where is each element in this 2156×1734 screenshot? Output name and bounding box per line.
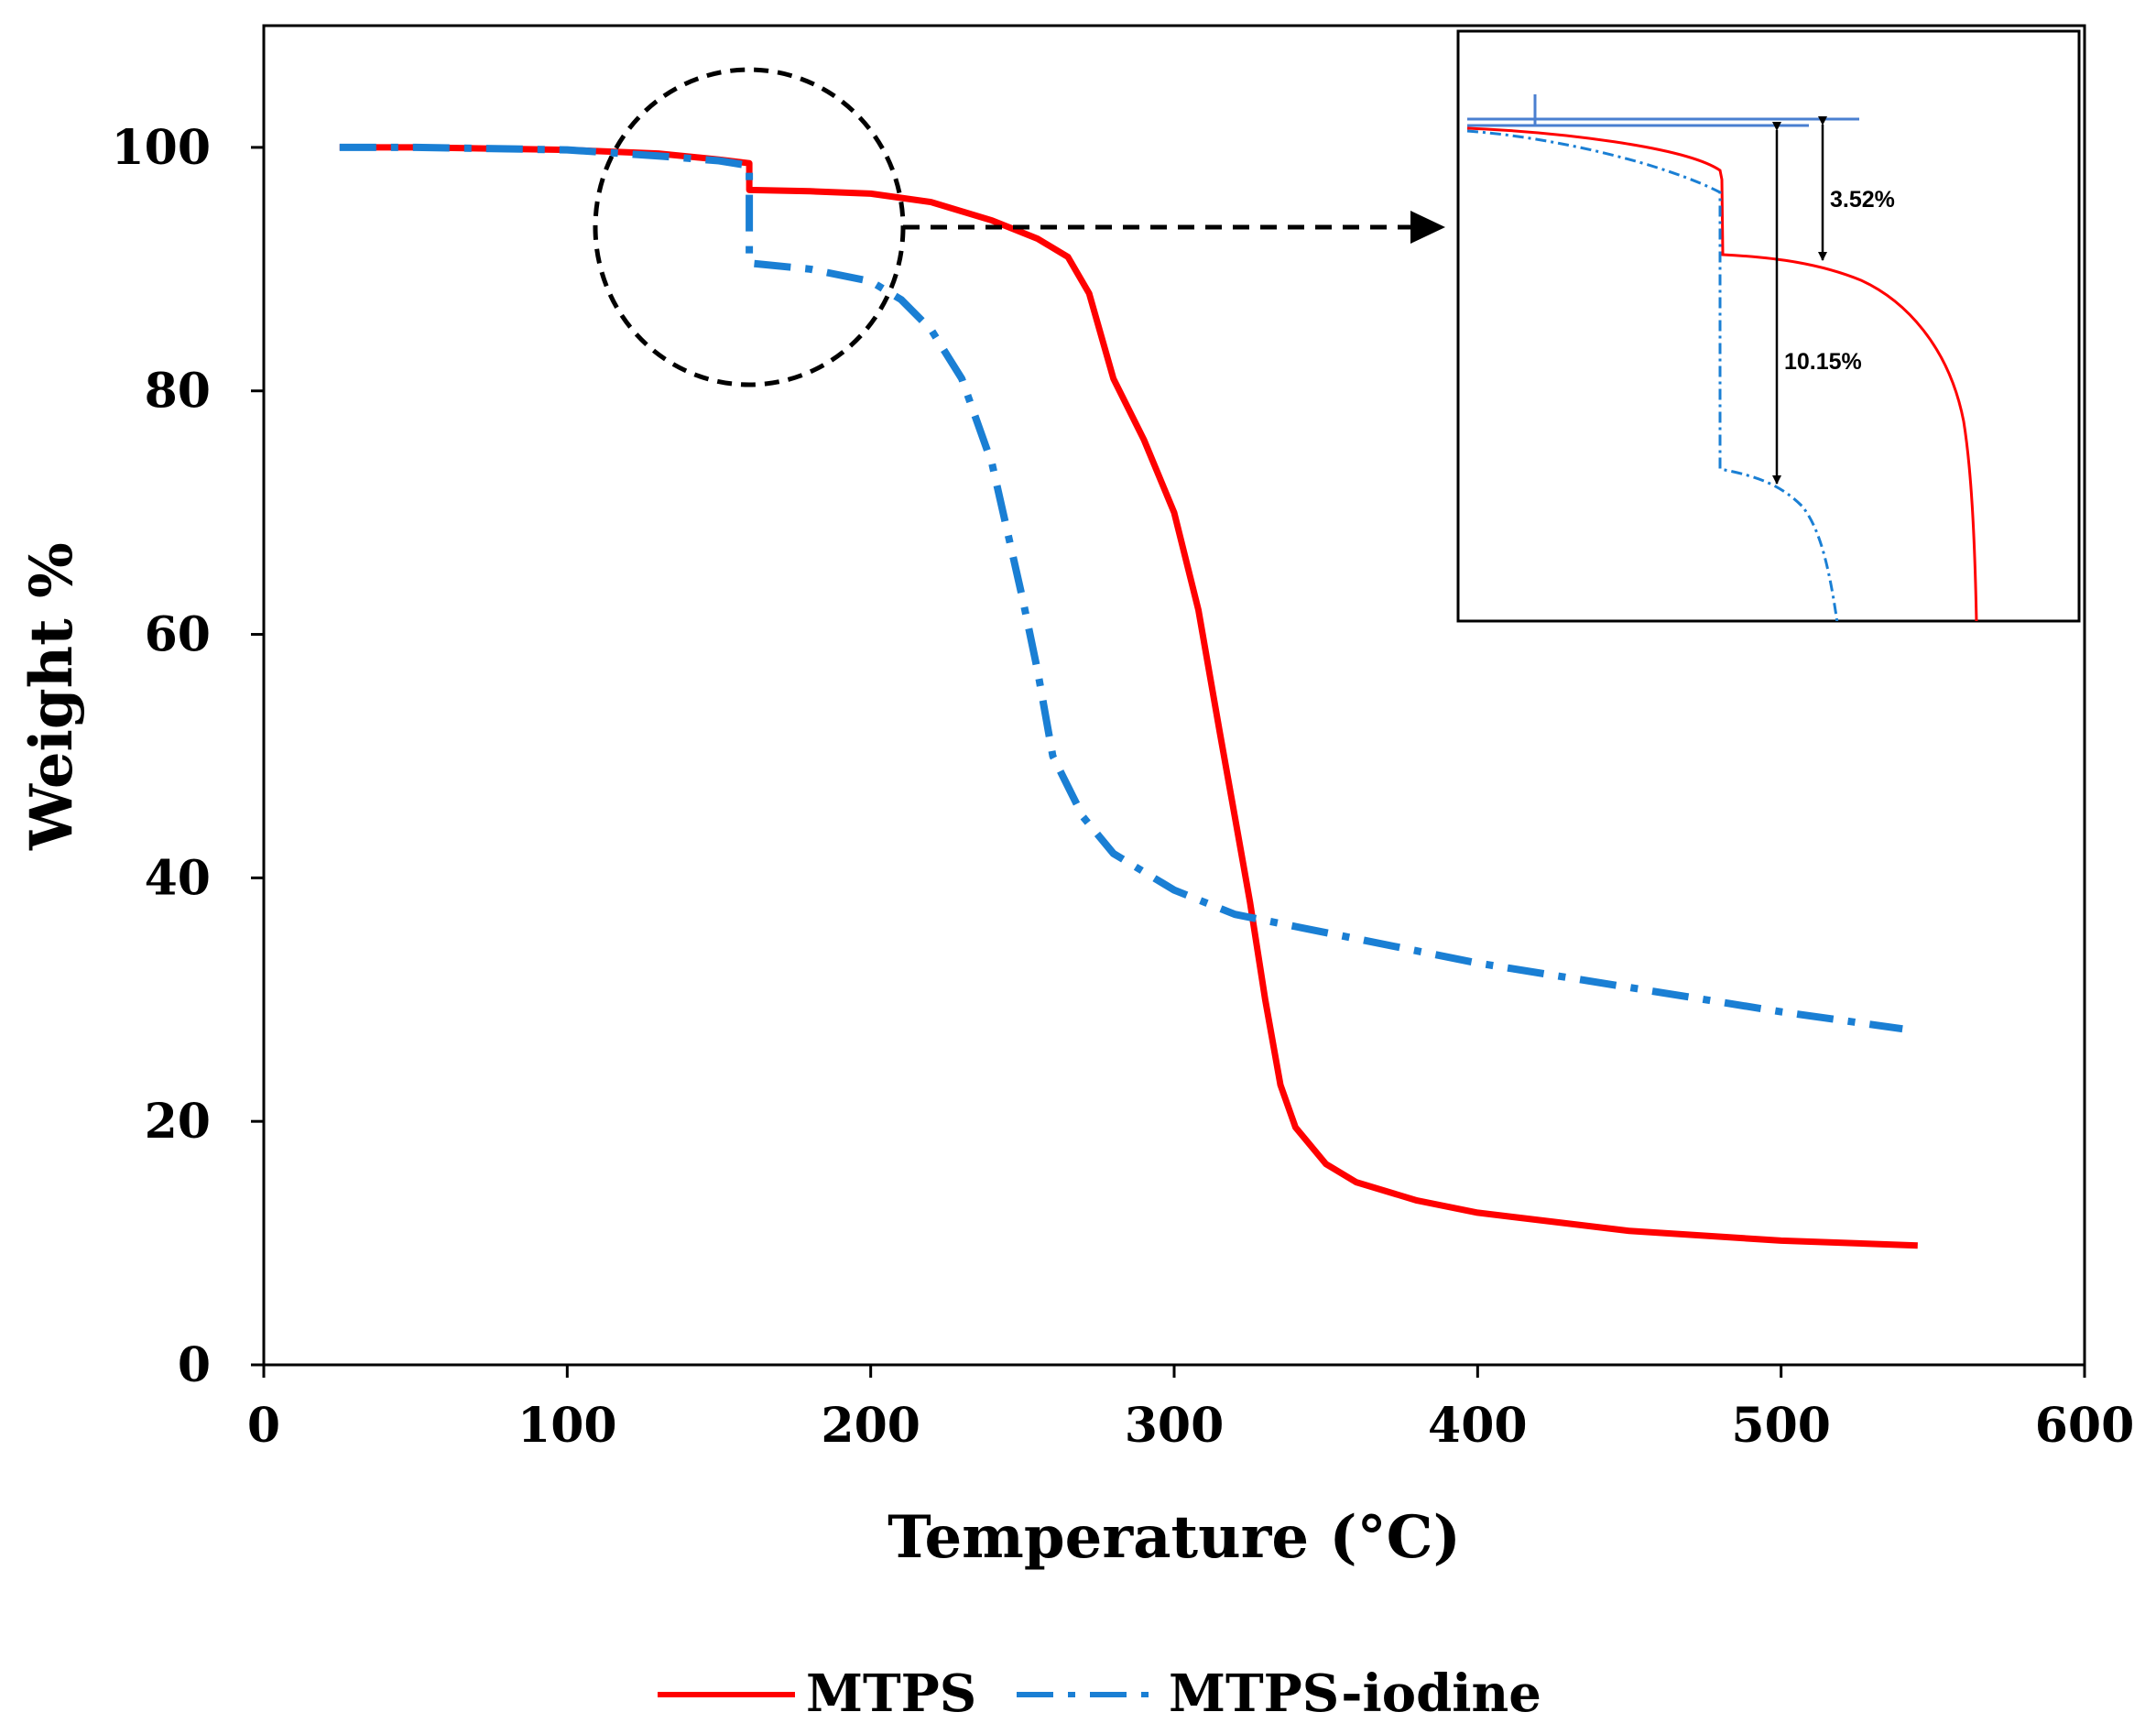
x-tick-label: 400: [1428, 1398, 1528, 1454]
inset-mtps-curve: [1466, 126, 1978, 621]
inset-label-1015: 10.15%: [1784, 349, 1862, 375]
y-tick-label: 20: [145, 1094, 211, 1150]
x-tick-label: 500: [1731, 1398, 1831, 1454]
y-axis-ticks: 0 20 40 60 80 100: [111, 120, 264, 1393]
y-tick-label: 40: [145, 850, 211, 906]
y-tick-label: 60: [145, 607, 211, 663]
y-tick-label: 80: [145, 364, 211, 420]
y-tick-label: 0: [178, 1337, 211, 1393]
inset-mtps-iodine-curve: [1466, 129, 1839, 621]
inset-frame: [1456, 29, 2081, 623]
x-tick-label: 300: [1125, 1398, 1225, 1454]
x-tick-label: 100: [517, 1398, 617, 1454]
mtps-series-line: [339, 144, 1918, 1249]
x-tick-label: 600: [2035, 1398, 2135, 1454]
legend: MTPS MTPS-iodine: [658, 1663, 1541, 1724]
x-tick-label: 200: [821, 1398, 920, 1454]
x-tick-label: 0: [247, 1398, 280, 1454]
y-axis-title: Weight %: [17, 542, 86, 851]
zoom-arrow-head: [1410, 211, 1445, 244]
legend-label-mtps: MTPS: [806, 1663, 976, 1724]
legend-label-mtps-iodine: MTPS-iodine: [1169, 1663, 1541, 1724]
inset-label-352: 3.52%: [1830, 187, 1895, 213]
mtps-iodine-series-line: [339, 143, 1903, 1033]
y-tick-label: 100: [111, 120, 211, 176]
x-axis-ticks: 0 100 200 300 400 500 600: [247, 1365, 2134, 1454]
inset-panel: 3.52% 10.15%: [1456, 29, 2081, 623]
x-axis-title: Temperature (°C): [887, 1503, 1461, 1572]
